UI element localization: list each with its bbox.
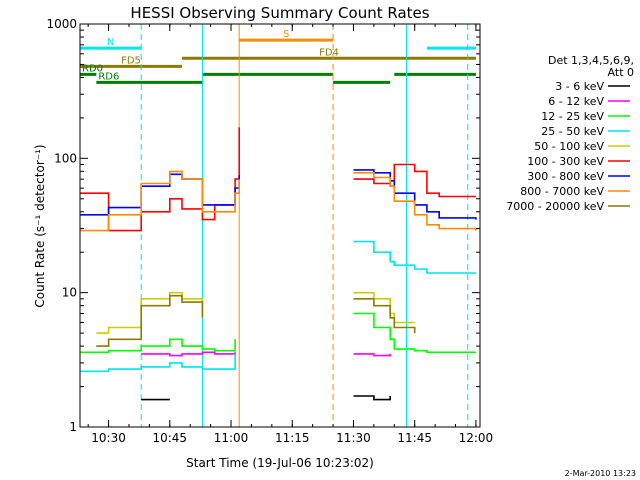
axes: 10:30 10:45 11:00 11:15 11:30 11:45 12:00 1 10 10…: [46, 17, 493, 445]
series-line: [353, 312, 476, 354]
x-tick-label: 11:15: [275, 431, 310, 445]
legend-entry: 25 - 50 keV: [541, 125, 604, 138]
count-rate-series: [80, 127, 477, 401]
flag-bar-label: FD4: [319, 47, 339, 58]
plot-frame: [79, 23, 481, 428]
series-line: [80, 353, 236, 373]
y-tick-label: 1000: [46, 17, 77, 31]
legend-entry: 100 - 300 keV: [527, 155, 604, 168]
legend-entry: 3 - 6 keV: [555, 80, 604, 93]
series-line: [353, 163, 476, 198]
legend-entry: 12 - 25 keV: [541, 110, 604, 123]
flag-bar-label: RD6: [98, 71, 119, 82]
flag-bar-label: S: [283, 29, 289, 40]
y-tick-label: 1: [69, 420, 77, 434]
legend-entry: 50 - 100 keV: [534, 140, 604, 153]
series-line: [80, 170, 240, 232]
x-tick-label: 10:30: [91, 431, 126, 445]
chart-title: HESSI Observing Summary Count Rates: [130, 4, 429, 22]
flag-bar-label: N: [107, 37, 114, 48]
x-tick-label: 12:00: [459, 431, 494, 445]
series-line: [353, 395, 391, 401]
legend: Det 1,3,4,5,6,9,Att 0 3 - 6 keV 6 - 12 keV…: [506, 54, 634, 213]
legend-header: Det 1,3,4,5,6,9,: [548, 54, 634, 67]
x-tick-label: 11:00: [214, 431, 249, 445]
y-axis-label: Count Rate (s⁻¹ detector⁻¹): [33, 144, 47, 307]
legend-entry: 7000 - 20000 keV: [506, 200, 604, 213]
legend-entry: 800 - 7000 keV: [520, 185, 604, 198]
y-tick-label: 10: [62, 286, 77, 300]
series-line: [141, 351, 236, 357]
flag-bar-label: FD5: [121, 55, 141, 66]
timestamp-stamp: 2-Mar-2010 13:23: [565, 469, 636, 478]
x-axis-label: Start Time (19-Jul-06 10:23:02): [186, 456, 374, 470]
x-tick-label: 11:45: [397, 431, 432, 445]
x-tick-label: 10:45: [152, 431, 187, 445]
x-tick-label: 11:30: [336, 431, 371, 445]
y-tick-label: 100: [54, 151, 77, 165]
series-line: [80, 338, 236, 354]
series-line: [353, 291, 415, 324]
legend-header: Att 0: [608, 66, 634, 79]
series-line: [353, 172, 477, 231]
series-line: [353, 169, 477, 220]
series-line: [353, 353, 391, 357]
series-line: [96, 291, 204, 334]
series-line: [353, 240, 476, 274]
time-markers: [79, 24, 469, 427]
series-line: [96, 294, 204, 347]
series-line: [353, 298, 416, 334]
flag-bar-label: RD0: [82, 63, 103, 74]
legend-entry: 6 - 12 keV: [548, 95, 604, 108]
legend-entry: 300 - 800 keV: [527, 170, 604, 183]
